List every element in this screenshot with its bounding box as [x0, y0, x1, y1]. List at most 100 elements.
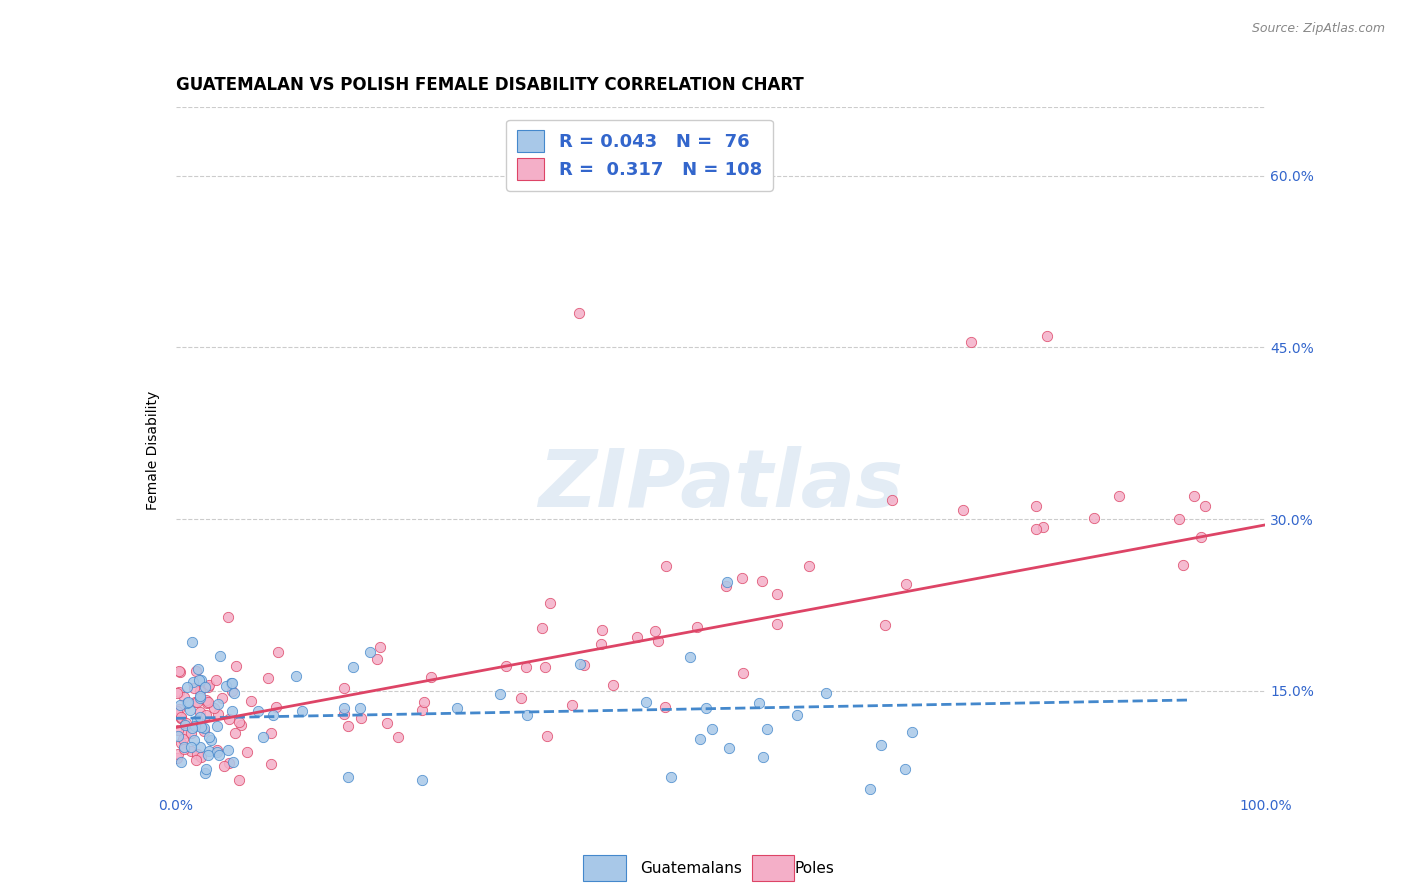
- Point: [184, 664, 207, 678]
- Point: [644, 624, 666, 638]
- Point: [411, 773, 433, 788]
- Point: [197, 748, 219, 763]
- Point: [515, 660, 537, 674]
- Point: [205, 745, 228, 759]
- Point: [960, 334, 983, 349]
- Point: [188, 710, 211, 724]
- Point: [290, 704, 312, 718]
- Point: [336, 719, 359, 733]
- Point: [188, 689, 211, 703]
- Point: [870, 739, 893, 753]
- Point: [714, 579, 737, 593]
- Point: [169, 698, 191, 713]
- Point: [420, 670, 443, 684]
- Text: Source: ZipAtlas.com: Source: ZipAtlas.com: [1251, 22, 1385, 36]
- Point: [198, 730, 221, 744]
- Point: [212, 758, 235, 772]
- Point: [188, 690, 211, 705]
- Point: [193, 680, 215, 694]
- Point: [236, 745, 259, 759]
- Point: [1194, 499, 1216, 513]
- Point: [561, 698, 583, 712]
- Point: [342, 660, 364, 674]
- Point: [574, 657, 596, 672]
- Point: [181, 721, 204, 735]
- Point: [186, 696, 208, 710]
- Point: [252, 730, 274, 744]
- Point: [689, 731, 711, 746]
- Point: [799, 558, 821, 573]
- Point: [285, 669, 308, 683]
- Point: [228, 773, 250, 788]
- Point: [170, 711, 193, 725]
- Point: [205, 673, 228, 687]
- Point: [1025, 500, 1047, 514]
- Point: [894, 762, 917, 776]
- Point: [207, 697, 229, 711]
- Point: [786, 708, 808, 723]
- Point: [180, 744, 202, 758]
- Point: [188, 740, 211, 755]
- Point: [636, 695, 658, 709]
- Point: [534, 660, 557, 674]
- Point: [1083, 511, 1105, 525]
- Point: [188, 684, 211, 698]
- Point: [952, 503, 974, 517]
- Point: [184, 718, 207, 732]
- Point: [186, 747, 208, 761]
- Point: [194, 765, 217, 780]
- Point: [217, 743, 239, 757]
- Point: [181, 675, 204, 690]
- Point: [247, 704, 270, 718]
- Point: [170, 711, 193, 725]
- Point: [217, 609, 239, 624]
- Point: [370, 640, 392, 654]
- Point: [756, 722, 779, 736]
- Point: [166, 685, 188, 699]
- Point: [1036, 329, 1059, 343]
- Point: [859, 782, 882, 797]
- Point: [731, 571, 754, 585]
- Point: [184, 695, 207, 709]
- Point: [221, 684, 243, 698]
- Point: [207, 706, 229, 721]
- Point: [538, 596, 561, 610]
- Point: [176, 680, 198, 694]
- Point: [166, 704, 188, 718]
- Point: [387, 730, 409, 744]
- Point: [198, 678, 221, 692]
- Point: [219, 675, 242, 690]
- Point: [256, 671, 278, 685]
- Point: [193, 723, 215, 738]
- Point: [205, 718, 228, 732]
- Point: [173, 690, 195, 705]
- Point: [200, 732, 222, 747]
- Text: GUATEMALAN VS POLISH FEMALE DISABILITY CORRELATION CHART: GUATEMALAN VS POLISH FEMALE DISABILITY C…: [176, 77, 803, 95]
- Point: [180, 740, 202, 755]
- Point: [194, 708, 217, 723]
- Point: [176, 696, 198, 710]
- Point: [700, 722, 723, 736]
- Point: [170, 736, 193, 750]
- Point: [195, 697, 218, 711]
- Point: [626, 630, 648, 644]
- Point: [197, 695, 219, 709]
- Point: [225, 659, 247, 673]
- Point: [446, 701, 468, 715]
- Point: [489, 687, 512, 701]
- Point: [231, 718, 253, 732]
- Point: [896, 577, 918, 591]
- Point: [375, 715, 398, 730]
- Point: [180, 726, 202, 740]
- Point: [766, 616, 789, 631]
- Point: [1025, 522, 1047, 536]
- Point: [173, 718, 195, 732]
- Point: [647, 633, 669, 648]
- Point: [1182, 489, 1205, 503]
- Point: [659, 770, 682, 784]
- Point: [1032, 520, 1054, 534]
- Point: [875, 618, 897, 632]
- Point: [495, 659, 517, 673]
- Point: [1189, 530, 1212, 544]
- Text: Guatemalans: Guatemalans: [640, 861, 741, 876]
